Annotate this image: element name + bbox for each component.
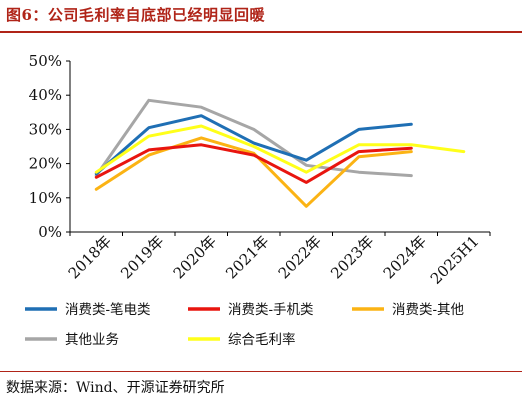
x-tick-label: 2018年	[65, 232, 115, 282]
x-tick-label: 2021年	[222, 232, 272, 282]
x-tick-label: 2023年	[327, 232, 377, 282]
y-tick-label: 10%	[29, 189, 62, 207]
source-divider	[0, 371, 522, 372]
legend-label: 消费类-其他	[392, 302, 464, 318]
x-tick-label: 2020年	[170, 232, 220, 282]
figure-title: 图6：公司毛利率自底部已经明显回暖	[6, 6, 265, 24]
series-line-0	[94, 114, 413, 176]
y-tick-label: 0%	[38, 223, 62, 241]
x-tick-label: 2022年	[275, 232, 325, 282]
y-tick-label: 50%	[29, 52, 62, 70]
x-tick-label: 2019年	[117, 232, 167, 282]
title-divider	[0, 31, 522, 33]
legend-label: 其他业务	[65, 332, 119, 348]
series-line-4	[94, 124, 466, 174]
legend-label: 消费类-笔电类	[65, 302, 151, 318]
chart-series	[94, 98, 466, 208]
series-line-1	[94, 143, 413, 184]
x-tick-label: 2024年	[380, 232, 430, 282]
series-line-2	[94, 136, 413, 208]
x-tick-label: 2025H1	[427, 232, 483, 288]
series-line-3	[94, 98, 413, 178]
y-tick-label: 30%	[29, 120, 62, 138]
y-tick-label: 20%	[29, 155, 62, 173]
legend-label: 综合毛利率	[228, 331, 296, 348]
legend-label: 消费类-手机类	[228, 302, 314, 318]
y-tick-label: 40%	[29, 86, 62, 104]
line-chart: 0%10%20%30%40%50%2018年 2019年 2020年 2021年 202…	[25, 52, 491, 348]
data-source-note: 数据来源：Wind、开源证券研究所	[6, 380, 225, 396]
